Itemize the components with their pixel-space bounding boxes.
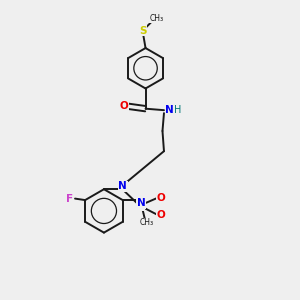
- Text: N: N: [165, 105, 174, 115]
- Text: F: F: [66, 194, 73, 204]
- Text: N: N: [118, 181, 127, 191]
- Text: S: S: [137, 201, 144, 211]
- Text: O: O: [157, 193, 165, 203]
- Text: N: N: [137, 198, 146, 208]
- Text: O: O: [157, 210, 165, 220]
- Text: H: H: [174, 105, 182, 115]
- Text: CH₃: CH₃: [139, 218, 153, 227]
- Text: S: S: [139, 26, 146, 36]
- Text: O: O: [120, 101, 128, 111]
- Text: CH₃: CH₃: [149, 14, 163, 22]
